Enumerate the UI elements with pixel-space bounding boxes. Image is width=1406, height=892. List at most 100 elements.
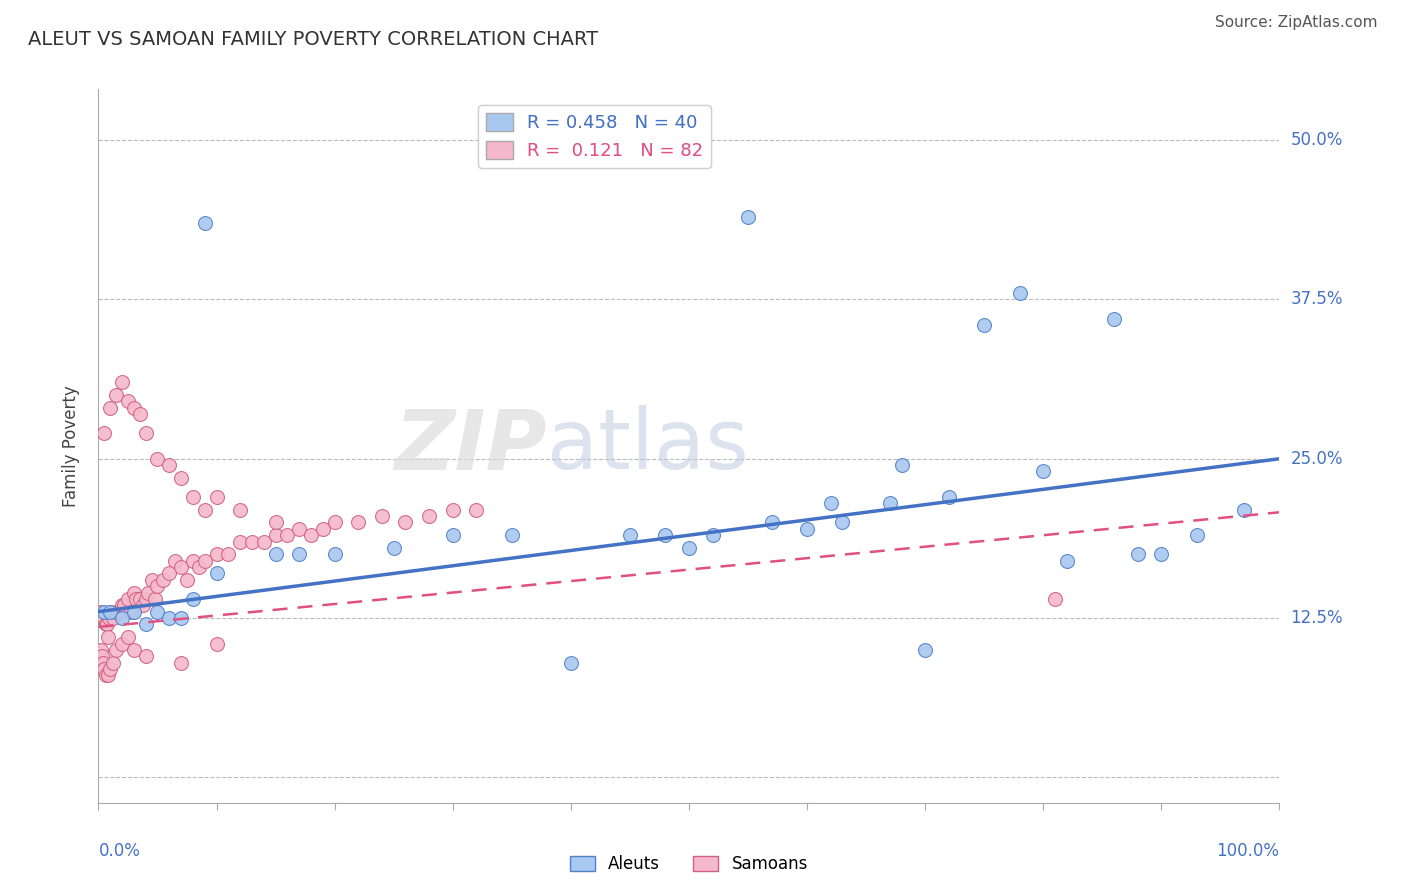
Point	[128, 591, 150, 606]
Point	[276, 528, 298, 542]
Point	[170, 471, 193, 485]
Point	[371, 509, 394, 524]
Point	[312, 522, 335, 536]
Text: 0.0%: 0.0%	[98, 842, 141, 860]
Point	[299, 528, 322, 542]
Point	[93, 605, 115, 619]
Point	[152, 573, 174, 587]
Point	[98, 662, 121, 676]
Point	[111, 611, 134, 625]
Point	[181, 490, 204, 504]
Y-axis label: Family Poverty: Family Poverty	[62, 385, 80, 507]
Point	[323, 516, 346, 530]
Point	[90, 605, 112, 619]
Point	[117, 630, 139, 644]
Point	[1126, 547, 1149, 561]
Point	[111, 376, 134, 390]
Point	[135, 649, 157, 664]
Point	[560, 656, 582, 670]
Point	[94, 668, 117, 682]
Point	[135, 591, 157, 606]
Point	[264, 528, 287, 542]
Point	[122, 401, 145, 415]
Text: atlas: atlas	[547, 406, 749, 486]
Point	[205, 636, 228, 650]
Point	[879, 496, 901, 510]
Point	[229, 502, 252, 516]
Point	[181, 591, 204, 606]
Point	[132, 599, 155, 613]
Point	[93, 611, 115, 625]
Point	[240, 534, 263, 549]
Point	[157, 611, 180, 625]
Point	[165, 554, 187, 568]
Point	[205, 490, 228, 504]
Text: ZIP: ZIP	[395, 406, 547, 486]
Point	[737, 210, 759, 224]
Point	[1032, 465, 1054, 479]
Point	[761, 516, 783, 530]
Point	[98, 611, 121, 625]
Point	[418, 509, 440, 524]
Point	[176, 573, 198, 587]
Point	[136, 585, 159, 599]
Point	[94, 617, 117, 632]
Point	[97, 668, 120, 682]
Point	[501, 528, 523, 542]
Point	[105, 388, 128, 402]
Point	[111, 599, 134, 613]
Point	[1150, 547, 1173, 561]
Legend: R = 0.458   N = 40, R =  0.121   N = 82: R = 0.458 N = 40, R = 0.121 N = 82	[478, 105, 710, 168]
Point	[112, 599, 135, 613]
Point	[619, 528, 641, 542]
Point	[702, 528, 724, 542]
Point	[90, 643, 112, 657]
Point	[441, 528, 464, 542]
Point	[1102, 311, 1125, 326]
Point	[323, 547, 346, 561]
Point	[91, 649, 114, 664]
Point	[1056, 554, 1078, 568]
Point	[111, 636, 134, 650]
Point	[122, 585, 145, 599]
Point	[264, 547, 287, 561]
Point	[91, 611, 114, 625]
Text: 37.5%: 37.5%	[1291, 291, 1343, 309]
Point	[831, 516, 853, 530]
Point	[98, 401, 121, 415]
Point	[97, 630, 120, 644]
Point	[382, 541, 405, 555]
Point	[117, 591, 139, 606]
Text: 100.0%: 100.0%	[1216, 842, 1279, 860]
Point	[105, 605, 128, 619]
Point	[121, 605, 143, 619]
Point	[101, 656, 124, 670]
Point	[170, 656, 193, 670]
Point	[820, 496, 842, 510]
Text: 25.0%: 25.0%	[1291, 450, 1343, 467]
Point	[141, 573, 163, 587]
Point	[205, 547, 228, 561]
Point	[128, 407, 150, 421]
Point	[98, 605, 121, 619]
Point	[194, 554, 217, 568]
Point	[194, 502, 217, 516]
Point	[117, 394, 139, 409]
Point	[973, 318, 995, 332]
Point	[170, 560, 193, 574]
Point	[347, 516, 370, 530]
Point	[105, 643, 128, 657]
Point	[108, 605, 131, 619]
Point	[288, 547, 311, 561]
Point	[146, 451, 169, 466]
Point	[170, 611, 193, 625]
Text: 50.0%: 50.0%	[1291, 131, 1343, 149]
Point	[1043, 591, 1066, 606]
Point	[796, 522, 818, 536]
Point	[394, 516, 416, 530]
Point	[914, 643, 936, 657]
Point	[157, 566, 180, 581]
Point	[125, 591, 148, 606]
Point	[93, 426, 115, 441]
Point	[98, 605, 121, 619]
